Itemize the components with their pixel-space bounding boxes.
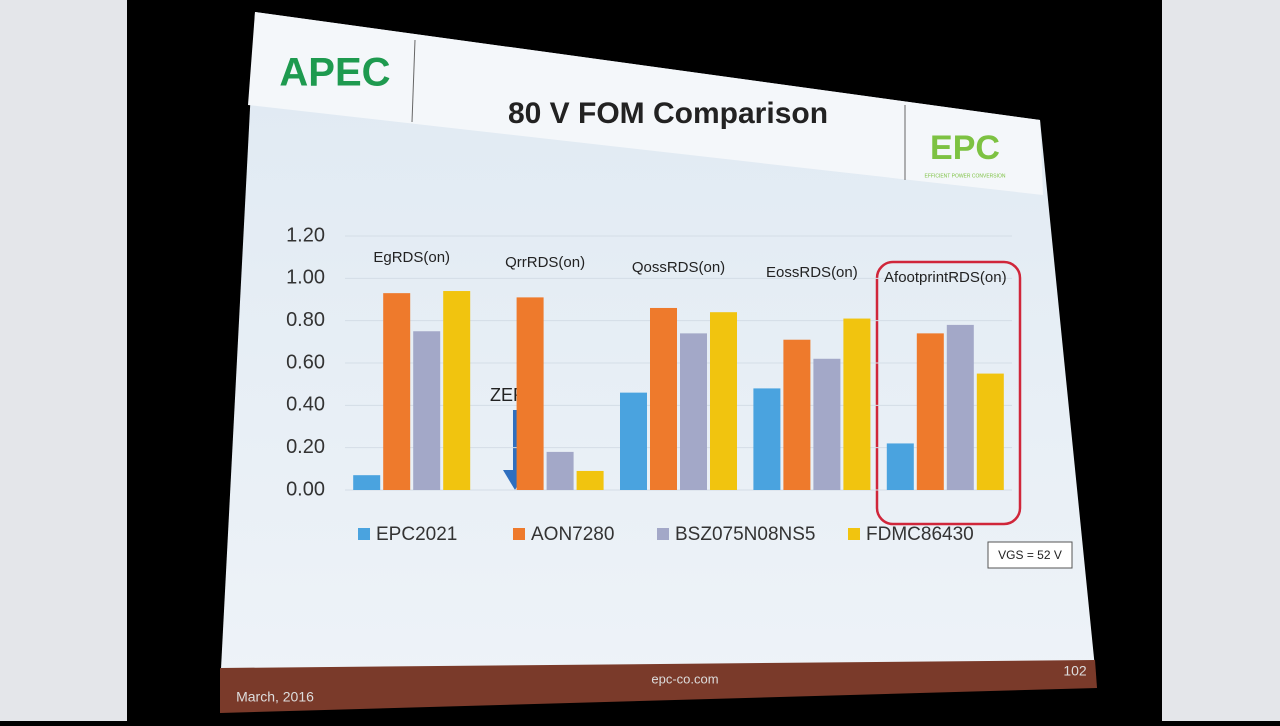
apec-logo: APEC (279, 51, 390, 95)
y-tick-label: 0.20 (286, 436, 325, 458)
condition-box (987, 541, 1073, 569)
bar (413, 331, 441, 490)
bar (946, 324, 974, 490)
bar (516, 297, 544, 490)
bar (620, 392, 647, 490)
category-label: QrrRDS(on) (505, 254, 585, 271)
footer-page: 102 (1063, 663, 1087, 679)
category-label: QossRDS(on) (632, 259, 725, 276)
side-margin (0, 0, 127, 721)
legend-label: FDMC86430 (866, 524, 974, 545)
bar (353, 475, 381, 490)
bar (680, 333, 707, 490)
bar (650, 307, 677, 490)
epc-tagline: EFFICIENT POWER CONVERSION (924, 173, 1005, 179)
legend-swatch (513, 528, 525, 540)
epc-logo: EPC (930, 129, 1000, 167)
slide-header (248, 12, 1043, 195)
legend-swatch (657, 528, 669, 540)
bar (976, 373, 1004, 490)
bar (576, 470, 604, 490)
category-label: EgRDS(on) (373, 249, 450, 266)
condition: VGS = 52 V (998, 548, 1062, 562)
bar (783, 339, 811, 490)
side-margin (1162, 0, 1280, 721)
category-label: AfootprintRDS(on) (884, 269, 1007, 286)
footer-website: epc-co.com (651, 671, 718, 686)
bar (813, 358, 841, 490)
y-tick-label: 0.00 (286, 478, 325, 500)
bar (383, 293, 411, 490)
y-tick-label: 1.20 (286, 224, 325, 246)
chart-title: 80 V FOM Comparison (508, 97, 828, 130)
slide-footer (220, 660, 1097, 713)
legend-label: BSZ075N08NS5 (675, 524, 815, 545)
y-tick-label: 0.60 (286, 351, 325, 373)
footer-date: March, 2016 (236, 689, 314, 705)
header-divider (411, 39, 416, 123)
bar (443, 291, 471, 490)
legend-label: EPC2021 (376, 524, 457, 545)
bar (710, 312, 737, 490)
bar (753, 388, 781, 490)
category-label: EossRDS(on) (766, 264, 858, 281)
highlight-box (875, 260, 1022, 526)
bar (886, 443, 914, 490)
bar (916, 333, 944, 490)
legend-label: AON7280 (531, 524, 614, 545)
bar (546, 451, 574, 490)
y-tick-label: 1.00 (286, 267, 325, 289)
y-tick-label: 0.40 (286, 394, 325, 416)
legend-swatch (358, 528, 370, 540)
y-tick-label: 0.80 (286, 309, 325, 331)
bar (843, 318, 871, 490)
legend-swatch (848, 528, 860, 540)
